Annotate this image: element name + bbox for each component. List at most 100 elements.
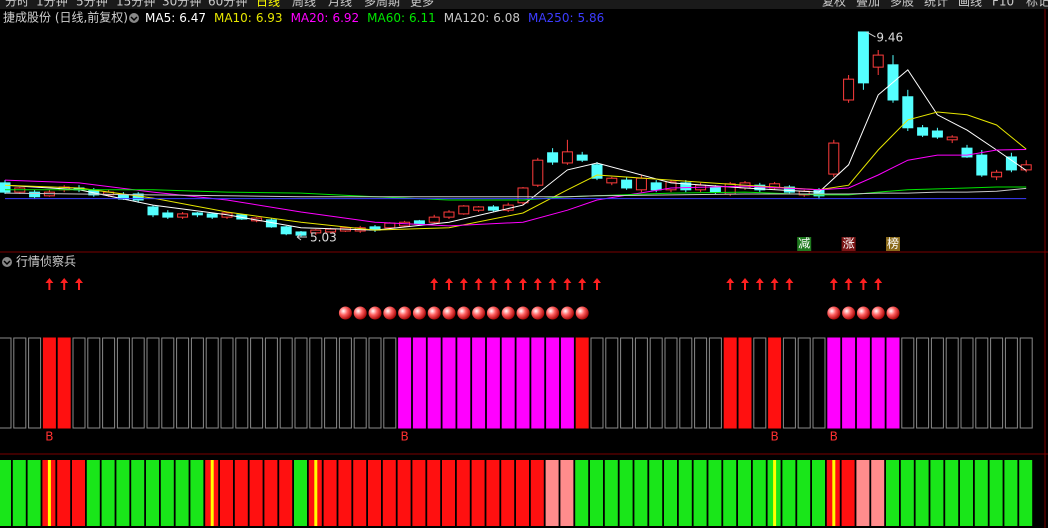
toolbar-item[interactable]: 1分钟 [36,0,68,9]
signal-bar [264,337,278,429]
collapse-icon[interactable] [2,257,12,267]
signal-ball [827,306,841,320]
candle-body [872,54,884,68]
strip-bar [412,460,426,526]
toolbar-item[interactable]: 叠加 [856,0,880,9]
signal-bar [383,337,397,429]
signal-bar [960,337,974,429]
toolbar-item[interactable]: 更多 [410,0,434,9]
strip-bar [57,460,71,526]
strip-bar [974,460,988,526]
candle-body [280,226,292,235]
candle-body [310,229,322,234]
strip-bar [131,460,145,526]
strip-bar [427,460,441,526]
signal-ball [560,306,574,320]
toolbar-item[interactable]: F10 [992,0,1014,9]
low-label: 5.03 [310,231,337,245]
strip-bar [323,460,337,526]
signal-bar [649,337,663,429]
signal-bar [797,337,811,429]
signal-bar [990,337,1004,429]
toolbar-item[interactable]: 分时 [5,0,29,9]
toolbar-item[interactable]: 15分钟 [116,0,155,9]
legend-entry: MA5: 6.47 [145,11,206,25]
signal-arrow [578,278,587,290]
candle-body [976,154,988,176]
signal-ball [516,306,530,320]
signal-bar [975,337,989,429]
strip-bar [708,460,722,526]
toolbar-item[interactable]: 周线 [292,0,316,9]
signal-bar [427,337,441,429]
toolbar-item[interactable]: 30分钟 [162,0,201,9]
candle-body [29,191,41,198]
strip-bar [945,460,959,526]
legend-entry: MA60: 6.11 [367,11,436,25]
toolbar-item[interactable]: 60分钟 [208,0,247,9]
signal-bar [294,337,308,429]
strip-bar [900,460,914,526]
signal-bar [442,337,456,429]
strip-bar [382,460,396,526]
marker-box [797,237,812,251]
signal-bar [368,337,382,429]
candle-body [458,205,470,215]
strip-bar [693,460,707,526]
signal-ball [457,306,471,320]
strip-bar [797,460,811,526]
toolbar-item[interactable]: 多周期 [364,0,400,9]
strip-bar [856,460,870,526]
signal-bar [13,337,27,429]
high-label: 9.46 [876,30,903,44]
candle-body [946,136,958,141]
candle-body [576,154,588,161]
candle-body [295,231,307,236]
candle-body [680,182,692,191]
toolbar-item[interactable]: 5分钟 [76,0,108,9]
signal-arrow [755,278,764,290]
signal-ball [412,306,426,320]
strip-bar [516,460,529,526]
toolbar-item[interactable]: 标记 [1026,0,1048,9]
candle-body [931,130,943,138]
candle-body [413,220,425,225]
toolbar-item[interactable]: 复权 [822,0,846,9]
signal-bar [398,337,412,429]
candle-body [206,213,218,218]
signal-ball [575,306,589,320]
signal-bar [28,337,42,429]
strip-bar [841,460,855,526]
strip-bar [279,460,293,526]
signal-bar [250,337,264,429]
toolbar-item[interactable]: 统计 [924,0,948,9]
signal-ball [486,306,500,320]
signal-arrow [489,278,498,290]
strip-bar [249,460,263,526]
signal-arrow [593,278,601,290]
marker-box [841,237,856,251]
signal-bar [753,337,767,429]
strip-stripe [47,460,51,526]
legend-value: 5.86 [578,11,605,25]
signal-ball [442,306,456,320]
strip-bar [12,460,26,526]
toolbar-item[interactable]: 画线 [958,0,982,9]
marker-label: 涨 [843,236,855,251]
strip-bar [1019,460,1033,526]
toolbar-item[interactable]: 日线 [256,0,280,9]
strip-bar [442,460,455,526]
candle-body [857,31,869,84]
strip-bar [72,460,85,526]
collapse-icon[interactable] [129,13,139,23]
toolbar-item[interactable]: 多股 [890,0,914,9]
signal-bar [57,337,71,429]
strip-stripe [210,460,214,526]
signal-bar [338,337,352,429]
candle-body [147,206,159,216]
strip-bar [0,460,11,526]
toolbar-item[interactable]: 月线 [328,0,352,9]
signal-bar [1019,337,1033,429]
signal-ball [353,306,367,320]
